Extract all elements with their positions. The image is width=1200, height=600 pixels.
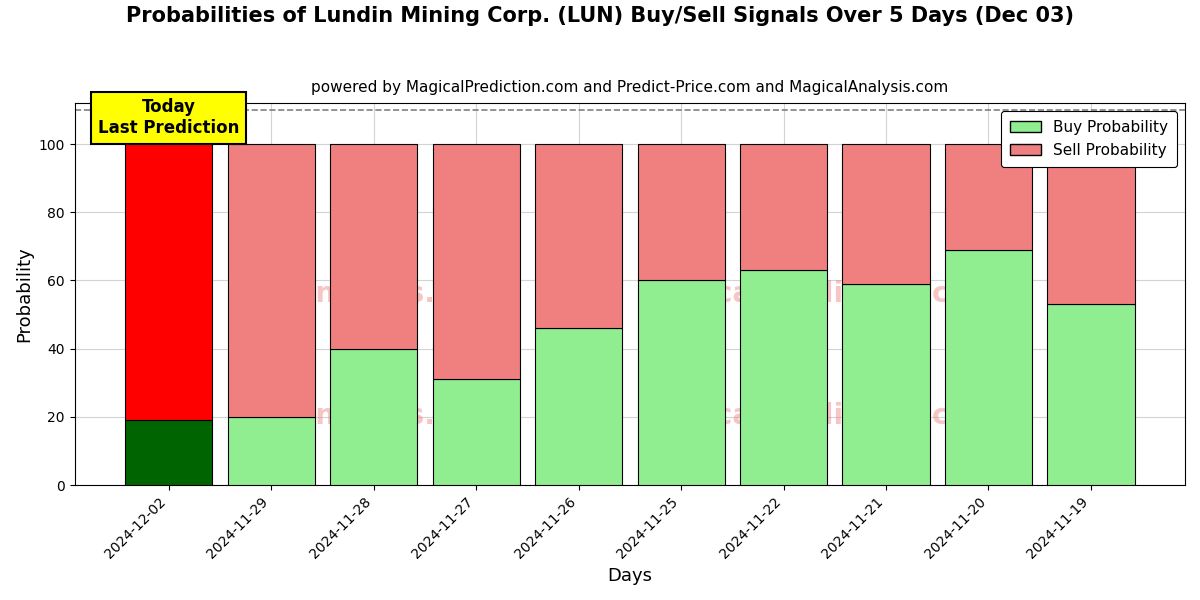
Bar bbox=[637, 280, 725, 485]
Bar bbox=[740, 144, 827, 270]
Bar bbox=[330, 349, 418, 485]
Text: MagicalPrediction.com: MagicalPrediction.com bbox=[641, 403, 997, 430]
Bar bbox=[1048, 304, 1134, 485]
Bar bbox=[228, 417, 314, 485]
Bar bbox=[432, 144, 520, 379]
Bar bbox=[1048, 144, 1134, 304]
Bar bbox=[944, 144, 1032, 250]
Bar bbox=[535, 328, 622, 485]
Legend: Buy Probability, Sell Probability: Buy Probability, Sell Probability bbox=[1001, 111, 1177, 167]
Y-axis label: Probability: Probability bbox=[16, 246, 34, 342]
Bar bbox=[637, 144, 725, 280]
Bar bbox=[125, 144, 212, 420]
Text: MagicalPrediction.com: MagicalPrediction.com bbox=[641, 280, 997, 308]
Bar bbox=[330, 144, 418, 349]
Title: powered by MagicalPrediction.com and Predict-Price.com and MagicalAnalysis.com: powered by MagicalPrediction.com and Pre… bbox=[311, 80, 948, 95]
Bar bbox=[842, 284, 930, 485]
Bar bbox=[535, 144, 622, 328]
Bar bbox=[432, 379, 520, 485]
Text: calAnalysis.com: calAnalysis.com bbox=[250, 403, 499, 430]
Bar bbox=[125, 420, 212, 485]
Bar bbox=[842, 144, 930, 284]
Text: Today
Last Prediction: Today Last Prediction bbox=[98, 98, 239, 137]
Text: Probabilities of Lundin Mining Corp. (LUN) Buy/Sell Signals Over 5 Days (Dec 03): Probabilities of Lundin Mining Corp. (LU… bbox=[126, 6, 1074, 26]
Bar bbox=[228, 144, 314, 417]
X-axis label: Days: Days bbox=[607, 567, 653, 585]
Text: calAnalysis.com: calAnalysis.com bbox=[250, 280, 499, 308]
Bar bbox=[944, 250, 1032, 485]
Bar bbox=[740, 270, 827, 485]
